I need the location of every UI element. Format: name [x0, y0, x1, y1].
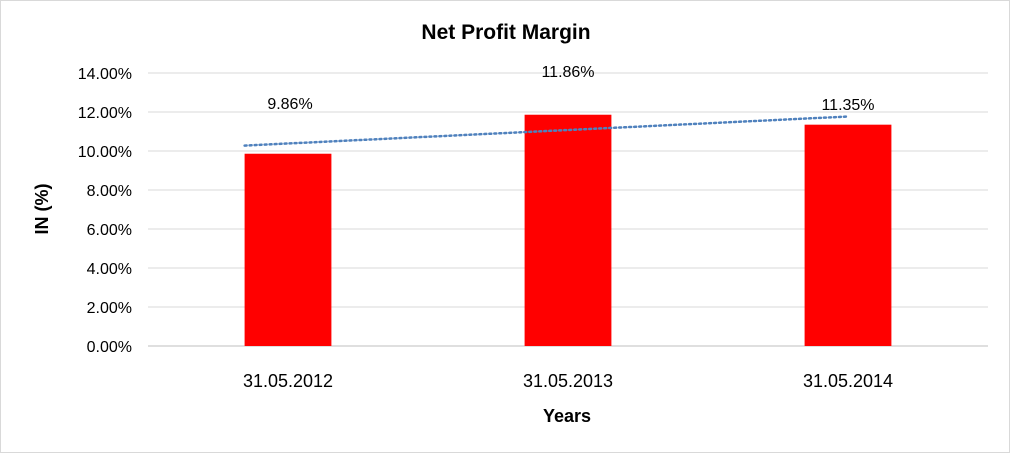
trendline-group	[243, 115, 850, 147]
trendline	[243, 115, 850, 147]
x-tick-label: 31.05.2014	[803, 371, 893, 391]
bar	[524, 114, 612, 346]
x-tick-label: 31.05.2013	[523, 371, 613, 391]
y-tick-label: 4.00%	[87, 261, 132, 278]
bar	[804, 124, 892, 346]
y-tick-label: 2.00%	[87, 300, 132, 317]
bar-series	[244, 114, 892, 346]
y-tick-label: 0.00%	[87, 339, 132, 356]
y-tick-label: 6.00%	[87, 222, 132, 239]
x-tick-label: 31.05.2012	[243, 371, 333, 391]
y-tick-label: 10.00%	[78, 144, 132, 161]
data-labels: 9.86% 11.86% 11.35%	[267, 64, 874, 114]
data-label: 11.35%	[821, 97, 874, 114]
y-tick-label: 12.00%	[78, 105, 132, 122]
x-tick-labels: 31.05.2012 31.05.2013 31.05.2014	[243, 371, 893, 391]
y-axis-title: IN (%)	[32, 184, 52, 235]
y-tick-label: 14.00%	[78, 66, 132, 83]
x-axis-title: Years	[543, 406, 591, 426]
y-tick-labels: 0.00% 2.00% 4.00% 6.00% 8.00% 10.00% 12.00% 14.…	[78, 66, 132, 356]
data-label: 9.86%	[267, 96, 312, 113]
chart-title: Net Profit Margin	[421, 21, 590, 44]
y-tick-label: 8.00%	[87, 183, 132, 200]
data-label: 11.86%	[541, 64, 594, 81]
bar	[244, 153, 332, 346]
